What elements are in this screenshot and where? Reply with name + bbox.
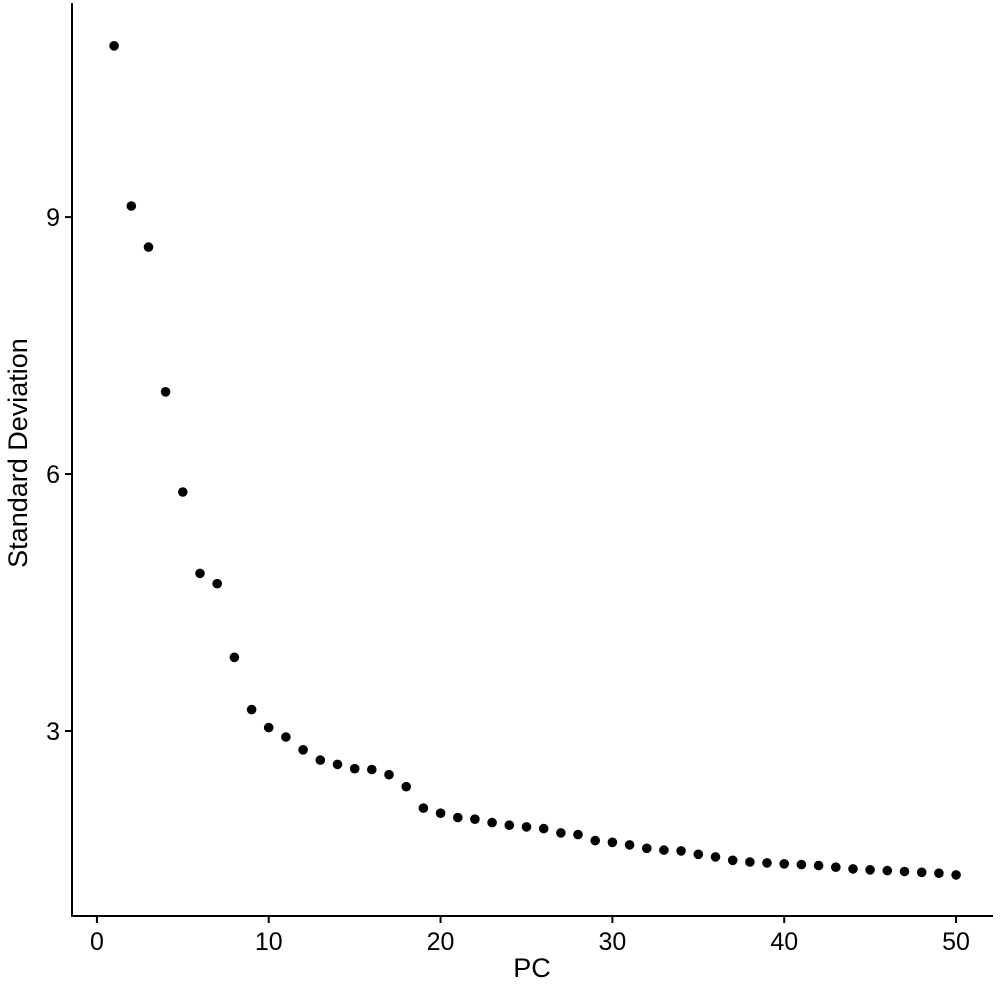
data-point xyxy=(659,845,669,855)
data-point xyxy=(573,829,583,840)
data-point xyxy=(487,817,497,828)
data-point xyxy=(195,568,205,579)
data-point xyxy=(745,857,755,867)
data-point xyxy=(212,578,222,589)
data-point xyxy=(882,865,893,876)
data-point xyxy=(435,808,446,818)
data-point xyxy=(418,803,429,813)
data-point xyxy=(727,855,738,866)
data-point xyxy=(762,858,772,868)
data-point xyxy=(470,814,480,824)
data-point xyxy=(676,846,686,856)
data-point xyxy=(126,201,137,211)
data-point xyxy=(916,867,927,878)
data-point xyxy=(848,864,858,874)
data-point xyxy=(298,745,308,755)
data-point xyxy=(642,843,652,854)
data-point xyxy=(143,242,154,252)
data-point xyxy=(899,866,910,877)
data-point xyxy=(934,868,944,878)
data-point xyxy=(504,820,515,830)
data-points xyxy=(109,41,961,880)
data-point xyxy=(263,722,274,733)
x-tick-label: 30 xyxy=(598,928,626,956)
x-tick-label: 50 xyxy=(942,928,970,956)
data-point xyxy=(624,840,635,850)
x-tick-label: 20 xyxy=(427,928,455,956)
y-tick-label: 9 xyxy=(46,204,60,232)
data-point xyxy=(831,862,841,872)
data-point xyxy=(865,865,875,875)
y-axis-title: Standard Deviation xyxy=(3,338,33,568)
data-point xyxy=(178,487,188,497)
x-axis-title: PC xyxy=(513,953,551,983)
data-point xyxy=(246,704,257,715)
axes xyxy=(71,3,993,917)
data-point xyxy=(160,387,171,397)
data-point xyxy=(367,764,377,775)
y-tick-label: 3 xyxy=(46,718,60,746)
data-point xyxy=(556,828,566,838)
data-point xyxy=(315,755,326,765)
data-point xyxy=(229,652,240,663)
data-point xyxy=(538,823,549,834)
data-point xyxy=(710,852,721,862)
data-point xyxy=(349,763,360,774)
x-tick-label: 10 xyxy=(255,928,283,956)
data-point xyxy=(779,859,789,869)
y-tick-label: 6 xyxy=(46,461,60,489)
x-tick-label: 0 xyxy=(90,928,104,956)
data-point xyxy=(521,822,532,832)
data-point xyxy=(109,41,119,51)
data-point xyxy=(453,812,463,823)
data-point xyxy=(332,759,343,770)
data-point xyxy=(813,860,824,871)
data-point xyxy=(796,859,807,870)
x-tick-label: 40 xyxy=(770,928,798,956)
data-point xyxy=(281,732,291,742)
data-point xyxy=(607,837,618,848)
axis-ticks xyxy=(65,216,958,923)
data-point xyxy=(693,849,704,860)
data-point xyxy=(951,870,961,880)
data-point xyxy=(401,781,412,792)
data-point xyxy=(590,835,600,846)
data-point xyxy=(384,769,394,780)
axis-tick-labels: 0 10 20 30 40 50 3 6 9 xyxy=(46,204,970,956)
